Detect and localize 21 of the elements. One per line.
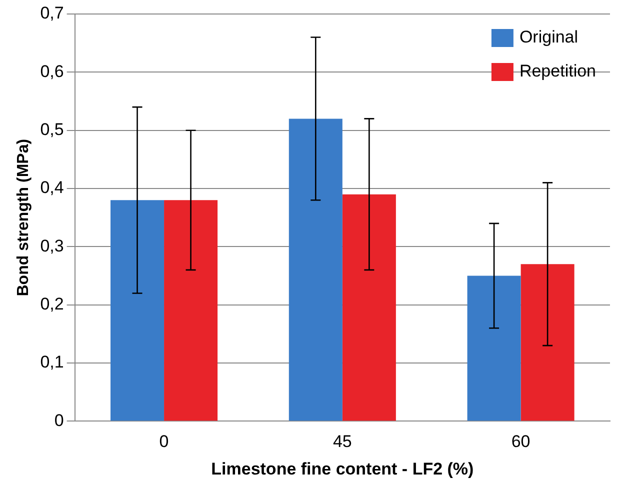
y-tick-label: 0,6: [40, 62, 64, 81]
bar: [520, 264, 574, 421]
bar: [467, 276, 521, 421]
x-tick-label: 0: [159, 432, 169, 452]
y-tick-label: 0,3: [40, 236, 64, 256]
bar: [110, 200, 164, 421]
y-tick-label: 0,2: [40, 294, 64, 314]
bar: [288, 118, 342, 421]
y-tick-label: 0,7: [40, 4, 64, 23]
bar: [164, 200, 218, 421]
y-tick-label: 0,4: [40, 178, 64, 198]
x-tick-label: 60: [511, 432, 530, 452]
legend-label: Original: [519, 28, 578, 47]
x-axis-title: Limestone fine content - LF2 (%): [211, 459, 474, 478]
bar: [342, 194, 396, 421]
x-tick-label: 45: [332, 432, 352, 452]
legend-label: Repetition: [519, 62, 596, 81]
y-axis-title: Bond strength (MPa): [15, 138, 32, 296]
y-tick-label: 0: [54, 410, 64, 430]
y-tick-label: 0,1: [40, 352, 64, 372]
y-tick-label: 0,5: [40, 120, 64, 140]
